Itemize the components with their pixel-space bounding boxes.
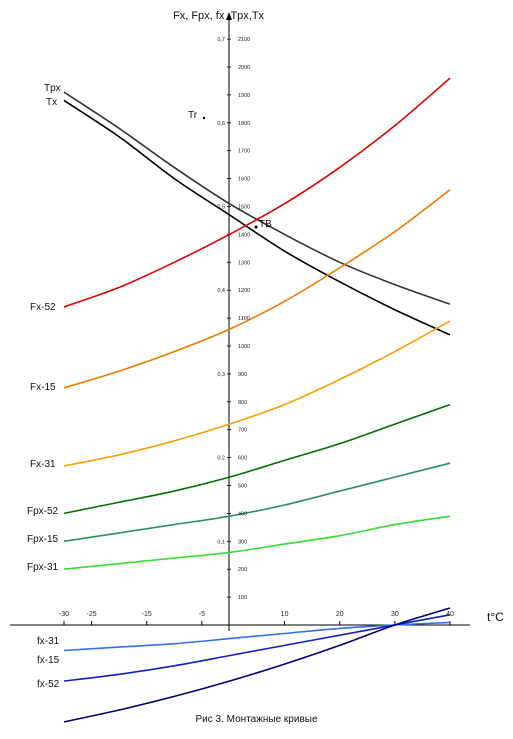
x-axis-title: t°C — [487, 610, 504, 624]
point-marker-tr — [202, 116, 206, 120]
y-right-tick-label: 1200 — [238, 288, 250, 294]
y-right-tick-label: 1700 — [238, 149, 250, 155]
y-right-tick-label: 400 — [238, 511, 247, 517]
series-line-fx-52 — [63, 607, 451, 723]
point-label-tb: TB — [259, 219, 272, 230]
series-line-fpx-15 — [63, 462, 451, 543]
series-line-fx-52 — [63, 77, 451, 308]
y-right-tick-label: 100 — [238, 595, 247, 601]
y-right-tick-label: 900 — [238, 372, 247, 378]
y-left-tick-label: 0,5 — [217, 205, 225, 211]
y-right-tick-label: 1300 — [238, 260, 250, 266]
y-right-tick-label: 500 — [238, 484, 247, 490]
y-right-tick-label: 2100 — [238, 37, 250, 43]
x-tick-label: -25 — [87, 611, 97, 618]
series-label-fpx-15: Fpx-15 — [27, 534, 59, 545]
y-right-tick-label: 1900 — [238, 93, 250, 99]
y-axis-arrow — [226, 12, 232, 20]
series-label-fx-15: fx-15 — [37, 655, 60, 666]
y-right-tick-label: 1800 — [238, 121, 250, 127]
series-label-tx: Tx — [46, 97, 57, 108]
series-layer — [63, 77, 451, 723]
y-right-tick-label: 1400 — [238, 232, 250, 238]
series-label-fpx-52: Fpx-52 — [27, 506, 59, 517]
y-left-tick-label: 0,7 — [217, 37, 225, 43]
y-left-tick-label: 0,3 — [217, 372, 225, 378]
x-tick-label: -5 — [199, 611, 205, 618]
series-label-fx-15: Fx-15 — [30, 382, 56, 393]
y-right-tick-label: 300 — [238, 539, 247, 545]
series-line-fx-15 — [63, 189, 451, 389]
y-left-tick-label: 0,4 — [217, 288, 225, 294]
x-tick-label: 40 — [446, 611, 454, 618]
y-right-tick-label: 1600 — [238, 177, 250, 183]
series-line-fpx-52 — [63, 403, 451, 515]
series-line-tpx — [63, 91, 451, 305]
x-tick-label: 10 — [281, 611, 289, 618]
y-right-tick-label: 700 — [238, 428, 247, 434]
series-line-fx-31 — [63, 320, 451, 467]
series-label-fpx-31: Fpx-31 — [27, 562, 59, 573]
y-right-tick-label: 600 — [238, 456, 247, 462]
series-label-tpx: Tpx — [44, 83, 61, 94]
y-right-tick-label: 1100 — [238, 316, 250, 322]
y-right-tick-label: 1000 — [238, 344, 250, 350]
series-label-fx-31: fx-31 — [37, 636, 60, 647]
series-label-fx-52: Fx-52 — [30, 302, 56, 313]
series-label-fx-52: fx-52 — [37, 679, 60, 690]
point-marker-tb — [254, 225, 258, 229]
x-tick-label: 30 — [391, 611, 399, 618]
series-label-fx-31: Fx-31 — [30, 459, 56, 470]
x-tick-label: -30 — [59, 611, 69, 618]
series-line-fpx-31 — [63, 515, 451, 570]
y-axis-title: Fx, Fpx, fx ,Tpx,Tx — [173, 10, 265, 22]
y-right-tick-label: 2000 — [238, 65, 250, 71]
y-right-tick-label: 200 — [238, 567, 247, 573]
figure-caption: Рис 3. Монтажные кривые — [195, 714, 318, 725]
y-right-tick-label: 800 — [238, 400, 247, 406]
point-label-tr: Tr — [188, 110, 198, 121]
labels-layer: Fx, Fpx, fx ,Tpx,Tx t°C -30 -25 -15 -5 10 20 30 4… — [27, 10, 504, 690]
y-left-tick-label: 0,6 — [217, 121, 225, 127]
x-tick-label: -15 — [142, 611, 152, 618]
x-tick-label: 20 — [336, 611, 344, 618]
y-left-tick-label: 0,2 — [217, 456, 225, 462]
series-line-tx — [63, 99, 451, 336]
y-right-tick-label: 1500 — [238, 205, 250, 211]
y-left-tick-label: 0,1 — [217, 539, 225, 545]
